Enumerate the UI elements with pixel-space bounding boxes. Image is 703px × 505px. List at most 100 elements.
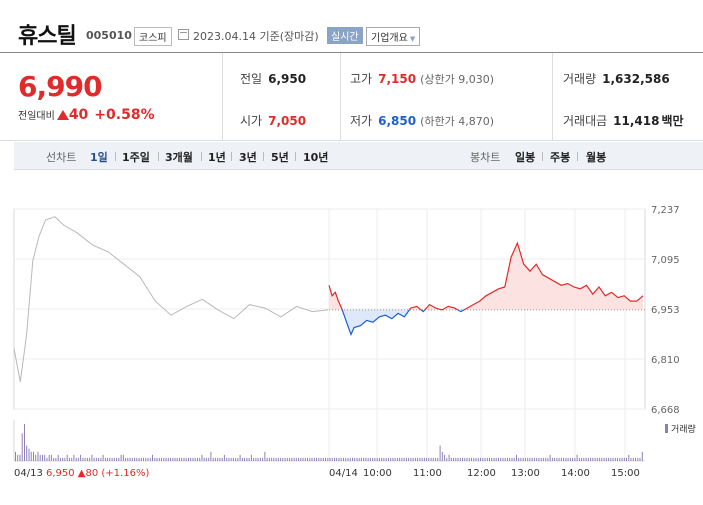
volume-bar	[277, 457, 279, 461]
tab-divider	[201, 152, 202, 161]
volume-bar	[630, 457, 632, 461]
stat-label: 고가	[350, 72, 373, 86]
volume-bar	[498, 457, 499, 461]
volume-bar	[610, 457, 612, 461]
up-fill	[424, 304, 458, 310]
tab-divider	[577, 152, 578, 161]
volume-bar	[578, 457, 580, 461]
volume-bar	[516, 454, 517, 461]
volume-bar	[605, 457, 607, 461]
volume-bar	[241, 457, 243, 461]
y-tick-label: 6,953	[651, 305, 680, 316]
volume-bar	[262, 457, 264, 461]
volume-bar	[295, 457, 297, 461]
volume-bar	[423, 457, 425, 461]
down-fill	[342, 309, 410, 335]
tab-1y[interactable]: 1년	[208, 151, 226, 164]
volume-bar	[102, 454, 104, 461]
volume-bar	[365, 457, 367, 461]
volume-bar	[246, 457, 248, 461]
x-tick-label: 11:00	[413, 468, 442, 479]
volume-bar	[311, 457, 313, 461]
chart-grid	[13, 208, 646, 462]
candle-chart-label: 봉차트	[470, 151, 501, 164]
company-info-dropdown[interactable]: 기업개요 ▼	[366, 27, 421, 46]
volume-bar	[239, 454, 241, 461]
realtime-button[interactable]: 실시간	[327, 27, 363, 44]
stat-value: 6,850	[378, 114, 417, 128]
volume-bar	[147, 457, 149, 461]
volume-bar	[381, 457, 383, 461]
volume-bar	[617, 457, 618, 461]
volume-bar	[596, 457, 598, 461]
price-chart[interactable]: 7,237 7,095 6,953 6,810 6,668 04/14 10:00 11:00…	[0, 195, 703, 505]
volume-bar	[504, 457, 506, 461]
volume-bar	[421, 457, 423, 461]
volume-bar	[205, 457, 207, 461]
volume-bar	[569, 457, 571, 461]
volume-bar	[565, 457, 567, 461]
volume-bar	[349, 457, 351, 461]
tab-1d[interactable]: 1일	[90, 151, 108, 164]
volume-bar	[369, 457, 371, 461]
volume-bar	[410, 457, 412, 461]
tab-1w[interactable]: 1주일	[122, 151, 150, 164]
volume-bar	[390, 457, 392, 461]
volume-bar	[450, 457, 452, 461]
volume-bar	[235, 457, 237, 461]
tab-divider	[158, 152, 159, 161]
tab-weekly[interactable]: 주봉	[550, 151, 571, 164]
volume-bar	[280, 457, 282, 461]
volume-bar	[419, 457, 421, 461]
volume-bar	[62, 457, 64, 461]
volume-bar	[37, 451, 39, 462]
tab-5y[interactable]: 5년	[271, 151, 289, 164]
volume-bar	[329, 457, 331, 461]
volume-bar	[289, 457, 291, 461]
up-line	[424, 303, 459, 311]
volume-bar	[482, 457, 484, 461]
volume-bar	[608, 457, 610, 461]
tab-divider	[263, 152, 264, 161]
volume-bar	[156, 457, 158, 461]
tab-daily[interactable]: 일봉	[515, 151, 536, 164]
volume-bar	[300, 457, 302, 461]
volume-bar	[131, 457, 133, 461]
tab-monthly[interactable]: 월봉	[586, 151, 607, 164]
x-tick-label: 12:00	[467, 468, 496, 479]
volume-bar	[282, 457, 284, 461]
stat-amount: 거래대금 11,418 백만	[563, 112, 684, 129]
volume-bar	[208, 457, 210, 461]
volume-bar	[603, 457, 605, 461]
up-line	[328, 285, 343, 311]
volume-bar	[113, 457, 115, 461]
volume-bar	[590, 457, 592, 461]
volume-bar	[599, 457, 601, 461]
volume-bar	[228, 457, 230, 461]
volume-bar	[82, 457, 84, 461]
volume-bar	[190, 457, 192, 461]
volume-bar	[403, 457, 405, 461]
stat-label: 거래량	[563, 72, 597, 86]
stock-code: 005010	[86, 29, 132, 42]
tab-3m[interactable]: 3개월	[165, 151, 193, 164]
volume-bar	[158, 457, 160, 461]
chart-fills	[329, 243, 643, 335]
volume-bar	[527, 457, 529, 461]
volume-bar	[621, 457, 623, 461]
prev-day-line	[13, 216, 329, 382]
volume-bar	[100, 457, 102, 461]
volume-bar	[80, 454, 82, 461]
volume-bar	[352, 457, 353, 461]
volume-bar	[24, 424, 25, 461]
volume-bar	[203, 457, 205, 461]
volume-bar	[378, 457, 380, 461]
prev-day-summary: 04/13 6,950 ▲80 (+1.16%)	[14, 468, 149, 479]
divider	[552, 53, 553, 140]
tab-3y[interactable]: 3년	[239, 151, 257, 164]
volume-bar	[356, 457, 358, 461]
volume-bar	[338, 457, 340, 461]
x-tick-label: 04/14	[329, 468, 358, 479]
tab-10y[interactable]: 10년	[303, 151, 329, 164]
y-tick-label: 7,095	[651, 255, 680, 266]
